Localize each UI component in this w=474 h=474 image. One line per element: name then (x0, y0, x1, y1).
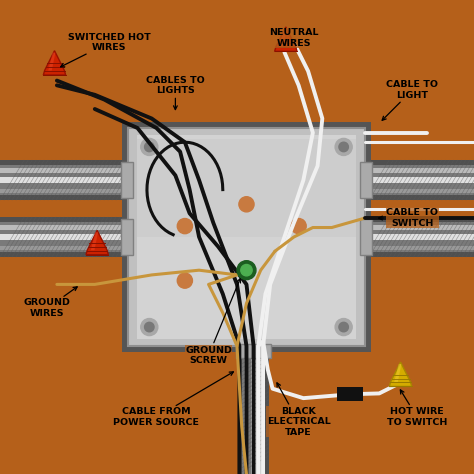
Bar (251, 346, 256, 474)
Bar (128, 128, 365, 346)
Bar (238, 346, 269, 474)
Polygon shape (274, 27, 297, 51)
Bar (365, 252, 474, 257)
Bar (0, 234, 128, 240)
Bar (365, 168, 474, 173)
Bar (360, 162, 372, 198)
Circle shape (339, 142, 348, 152)
Text: CABLE FROM
POWER SOURCE: CABLE FROM POWER SOURCE (113, 372, 233, 427)
Bar (0, 189, 128, 193)
Bar (122, 122, 371, 352)
Text: CABLE TO
SWITCH: CABLE TO SWITCH (379, 209, 438, 228)
Bar (121, 162, 133, 198)
Circle shape (335, 138, 352, 155)
Bar (137, 139, 356, 237)
Bar (365, 160, 474, 165)
Bar (0, 246, 128, 250)
Circle shape (239, 197, 254, 212)
Circle shape (241, 264, 252, 276)
Bar (137, 135, 356, 339)
Bar (0, 217, 128, 222)
Bar (0, 217, 128, 257)
Text: CABLES TO
LIGHTS: CABLES TO LIGHTS (146, 76, 205, 109)
Bar (337, 387, 363, 401)
Bar (265, 346, 269, 474)
Text: HOT WIRE
TO SWITCH: HOT WIRE TO SWITCH (387, 390, 447, 427)
Circle shape (141, 319, 158, 336)
Bar (244, 346, 247, 474)
Bar (365, 225, 474, 230)
Circle shape (145, 322, 154, 332)
Polygon shape (48, 53, 55, 71)
Polygon shape (280, 29, 287, 47)
Bar (360, 219, 372, 255)
Circle shape (291, 219, 306, 234)
Text: GROUND
WIRES: GROUND WIRES (24, 287, 77, 318)
Polygon shape (43, 51, 66, 75)
Polygon shape (91, 232, 98, 250)
Polygon shape (86, 230, 109, 255)
Bar (0, 177, 128, 183)
Text: CABLE TO
LIGHT: CABLE TO LIGHT (382, 81, 438, 120)
Circle shape (335, 319, 352, 336)
Bar (259, 346, 263, 474)
Circle shape (237, 261, 256, 280)
Circle shape (177, 219, 192, 234)
Bar (121, 219, 133, 255)
Bar (365, 195, 474, 200)
Text: SWITCHED HOT
WIRES: SWITCHED HOT WIRES (61, 33, 150, 67)
Bar (0, 252, 128, 257)
Bar (365, 234, 474, 240)
Bar (365, 177, 474, 183)
Bar (0, 160, 128, 165)
Text: BLACK
ELECTRICAL
TAPE: BLACK ELECTRICAL TAPE (267, 383, 330, 437)
Circle shape (145, 142, 154, 152)
Bar (238, 346, 242, 474)
Polygon shape (389, 362, 412, 386)
Bar (365, 217, 474, 257)
Circle shape (141, 138, 158, 155)
Text: NEUTRAL
WIRES: NEUTRAL WIRES (269, 28, 319, 47)
Bar (365, 217, 474, 222)
Bar (0, 168, 128, 173)
Polygon shape (394, 364, 401, 382)
Bar (365, 160, 474, 200)
Circle shape (177, 273, 192, 288)
Bar (365, 189, 474, 193)
Bar (0, 195, 128, 200)
Text: GROUND
SCREW: GROUND SCREW (185, 279, 240, 365)
Bar (236, 344, 271, 358)
Bar (0, 160, 128, 200)
Circle shape (339, 322, 348, 332)
Bar (365, 246, 474, 250)
Bar (0, 225, 128, 230)
